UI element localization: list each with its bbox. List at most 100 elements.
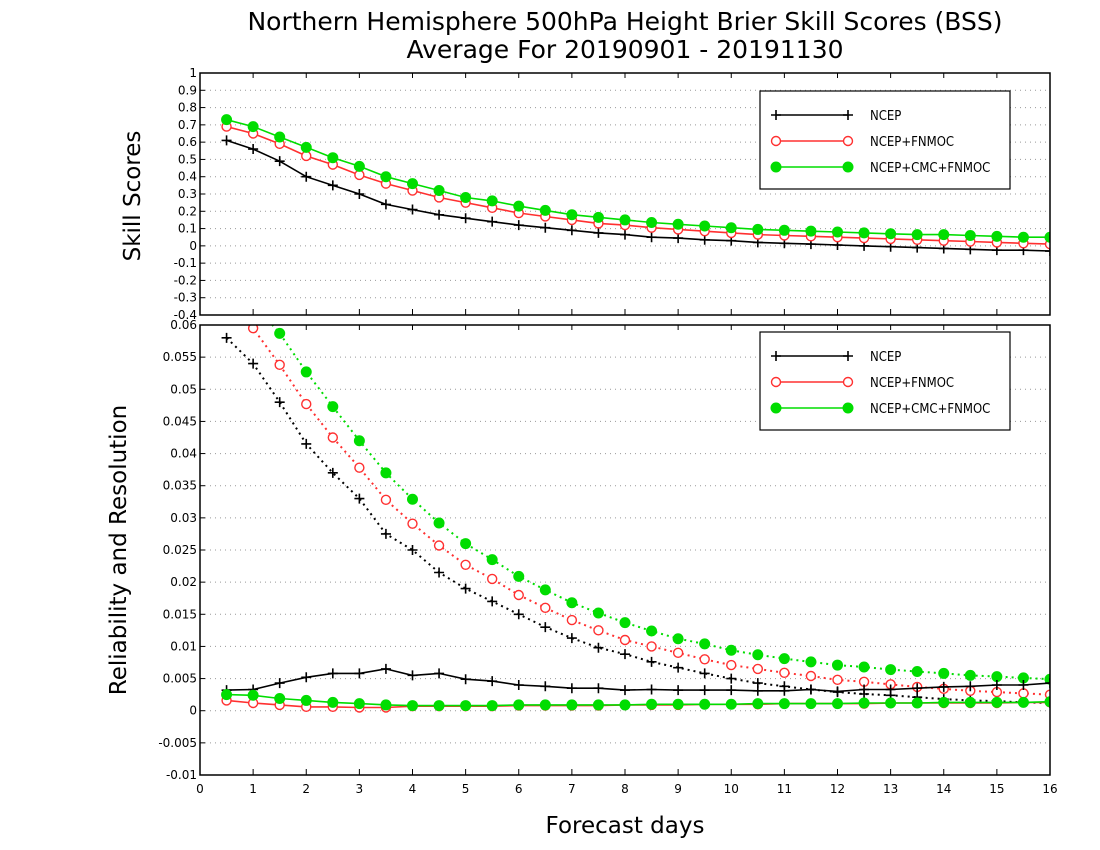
data-point-ncep-cmc-fnmoc <box>513 570 525 582</box>
data-point-ncep-cmc-fnmoc <box>513 200 525 212</box>
data-point-ncep <box>593 642 604 653</box>
legend-marker-ncep <box>843 110 853 120</box>
data-point-ncep-cmc-fnmoc <box>725 644 737 656</box>
x-tick-label: 10 <box>724 782 739 796</box>
legend-marker-ncep <box>771 351 781 361</box>
y-tick-label: 0.9 <box>178 83 197 97</box>
data-point-ncep-cmc-fnmoc <box>221 114 233 126</box>
y-tick-label: 0.7 <box>178 118 197 132</box>
data-point-ncep-cmc-fnmoc <box>858 227 870 239</box>
reliability-resolution-panel: -0.01 -0.005 0 0.005 0.01 0.015 0.02 0.025 0.03 0… <box>158 318 1057 796</box>
data-point-ncep-cmc-fnmoc <box>778 224 790 236</box>
bottom-y-axis-label: Reliability and Resolution <box>106 405 132 695</box>
plot-frame <box>199 72 1051 316</box>
y-tick-label: 0.1 <box>178 222 197 236</box>
legend-marker-ncep <box>843 351 853 361</box>
data-point-ncep <box>487 216 498 227</box>
data-point-ncep-cmc-fnmoc <box>380 171 392 183</box>
data-point-ncep <box>566 225 577 236</box>
data-point-ncep-cmc-fnmoc <box>486 195 498 207</box>
data-point-ncep-cmc-fnmoc <box>327 152 339 164</box>
data-point-ncep <box>380 663 391 674</box>
data-point-ncep-fnmoc <box>513 589 524 601</box>
data-point-ncep-cmc-fnmoc <box>964 669 976 681</box>
y-tick-label: 0.6 <box>178 135 197 149</box>
y-tick-label: -0.2 <box>174 273 197 287</box>
data-point-ncep-fnmoc <box>327 432 339 443</box>
plot-area <box>221 114 1050 257</box>
data-point-ncep-cmc-fnmoc <box>938 667 950 679</box>
x-axis-label: Forecast days <box>546 813 705 839</box>
data-point-ncep <box>699 668 710 679</box>
x-tick-label: 3 <box>356 782 364 796</box>
data-point-ncep-cmc-fnmoc <box>885 697 897 709</box>
data-point-ncep <box>327 467 338 478</box>
legend: NCEP NCEP+FNMOC NCEP+CMC+FNMOC <box>759 90 1011 190</box>
y-tick-label: 0.03 <box>170 511 197 525</box>
data-point-ncep-cmc-fnmoc <box>858 697 870 709</box>
data-point-ncep <box>274 678 285 689</box>
x-tick-label: 13 <box>883 782 898 796</box>
data-point-ncep-fnmoc <box>779 667 790 678</box>
data-point-ncep-cmc-fnmoc <box>407 700 418 712</box>
legend-marker-ncep <box>771 110 781 120</box>
data-point-ncep-cmc-fnmoc <box>699 698 711 710</box>
data-point-ncep-cmc-fnmoc <box>646 625 658 637</box>
data-point-ncep-cmc-fnmoc <box>619 699 631 711</box>
top-y-axis-label: Skill Scores <box>120 131 146 262</box>
x-tick-label: 9 <box>674 782 682 796</box>
legend-marker-ncep-cmc-fnmoc <box>842 402 854 414</box>
data-point-ncep <box>221 135 232 146</box>
data-point-ncep-cmc-fnmoc <box>327 696 339 708</box>
data-point-ncep-cmc-fnmoc <box>433 517 445 529</box>
data-point-ncep <box>726 685 737 696</box>
data-point-ncep <box>274 156 285 167</box>
data-point-ncep <box>1045 678 1050 689</box>
data-point-ncep-fnmoc <box>1018 688 1029 699</box>
data-point-ncep <box>407 670 418 681</box>
data-point-ncep <box>460 583 471 594</box>
legend-label-ncep-fnmoc: NCEP+FNMOC <box>870 376 954 391</box>
data-point-ncep-cmc-fnmoc <box>1044 231 1050 243</box>
data-point-ncep-cmc-fnmoc <box>486 554 498 566</box>
data-point-ncep <box>673 662 684 673</box>
data-point-ncep-fnmoc <box>672 647 684 659</box>
data-point-ncep-cmc-fnmoc <box>646 698 658 710</box>
data-point-ncep-cmc-fnmoc <box>752 698 764 710</box>
data-point-ncep-cmc-fnmoc <box>539 699 551 711</box>
data-point-ncep-cmc-fnmoc <box>353 160 365 172</box>
data-point-ncep-cmc-fnmoc <box>938 229 950 241</box>
data-point-ncep-cmc-fnmoc <box>274 327 286 339</box>
plot-frame <box>199 324 1051 776</box>
data-point-ncep-cmc-fnmoc <box>539 584 551 596</box>
y-tick-label: -0.005 <box>158 736 197 750</box>
data-point-ncep <box>434 209 445 220</box>
data-point-ncep <box>487 676 498 687</box>
data-point-ncep <box>620 685 630 696</box>
y-tick-label: 0.035 <box>163 479 197 493</box>
data-point-ncep <box>513 609 524 620</box>
data-point-ncep <box>434 668 445 679</box>
y-tick-label: 0.5 <box>178 152 197 166</box>
x-tick-label: 8 <box>621 782 629 796</box>
y-tick-label: 0.06 <box>170 318 197 332</box>
data-point-ncep-cmc-fnmoc <box>672 218 684 230</box>
data-point-ncep-cmc-fnmoc <box>433 700 445 712</box>
x-tick-label: 4 <box>409 782 417 796</box>
data-point-ncep-cmc-fnmoc <box>778 698 790 710</box>
data-point-ncep <box>805 684 816 695</box>
data-point-ncep <box>620 229 630 240</box>
data-point-ncep-cmc-fnmoc <box>964 229 976 241</box>
data-point-ncep <box>407 545 418 555</box>
y-tick-label: 0.05 <box>170 382 197 396</box>
data-point-ncep <box>460 213 471 224</box>
data-point-ncep-cmc-fnmoc <box>592 607 604 619</box>
data-point-ncep <box>1045 246 1050 257</box>
legend-marker-ncep-cmc-fnmoc <box>842 161 854 173</box>
data-point-ncep-cmc-fnmoc <box>832 226 843 238</box>
y-tick-label: 0.015 <box>163 607 197 621</box>
data-point-ncep <box>460 674 471 685</box>
data-point-ncep <box>620 649 630 660</box>
data-point-ncep <box>301 171 312 182</box>
